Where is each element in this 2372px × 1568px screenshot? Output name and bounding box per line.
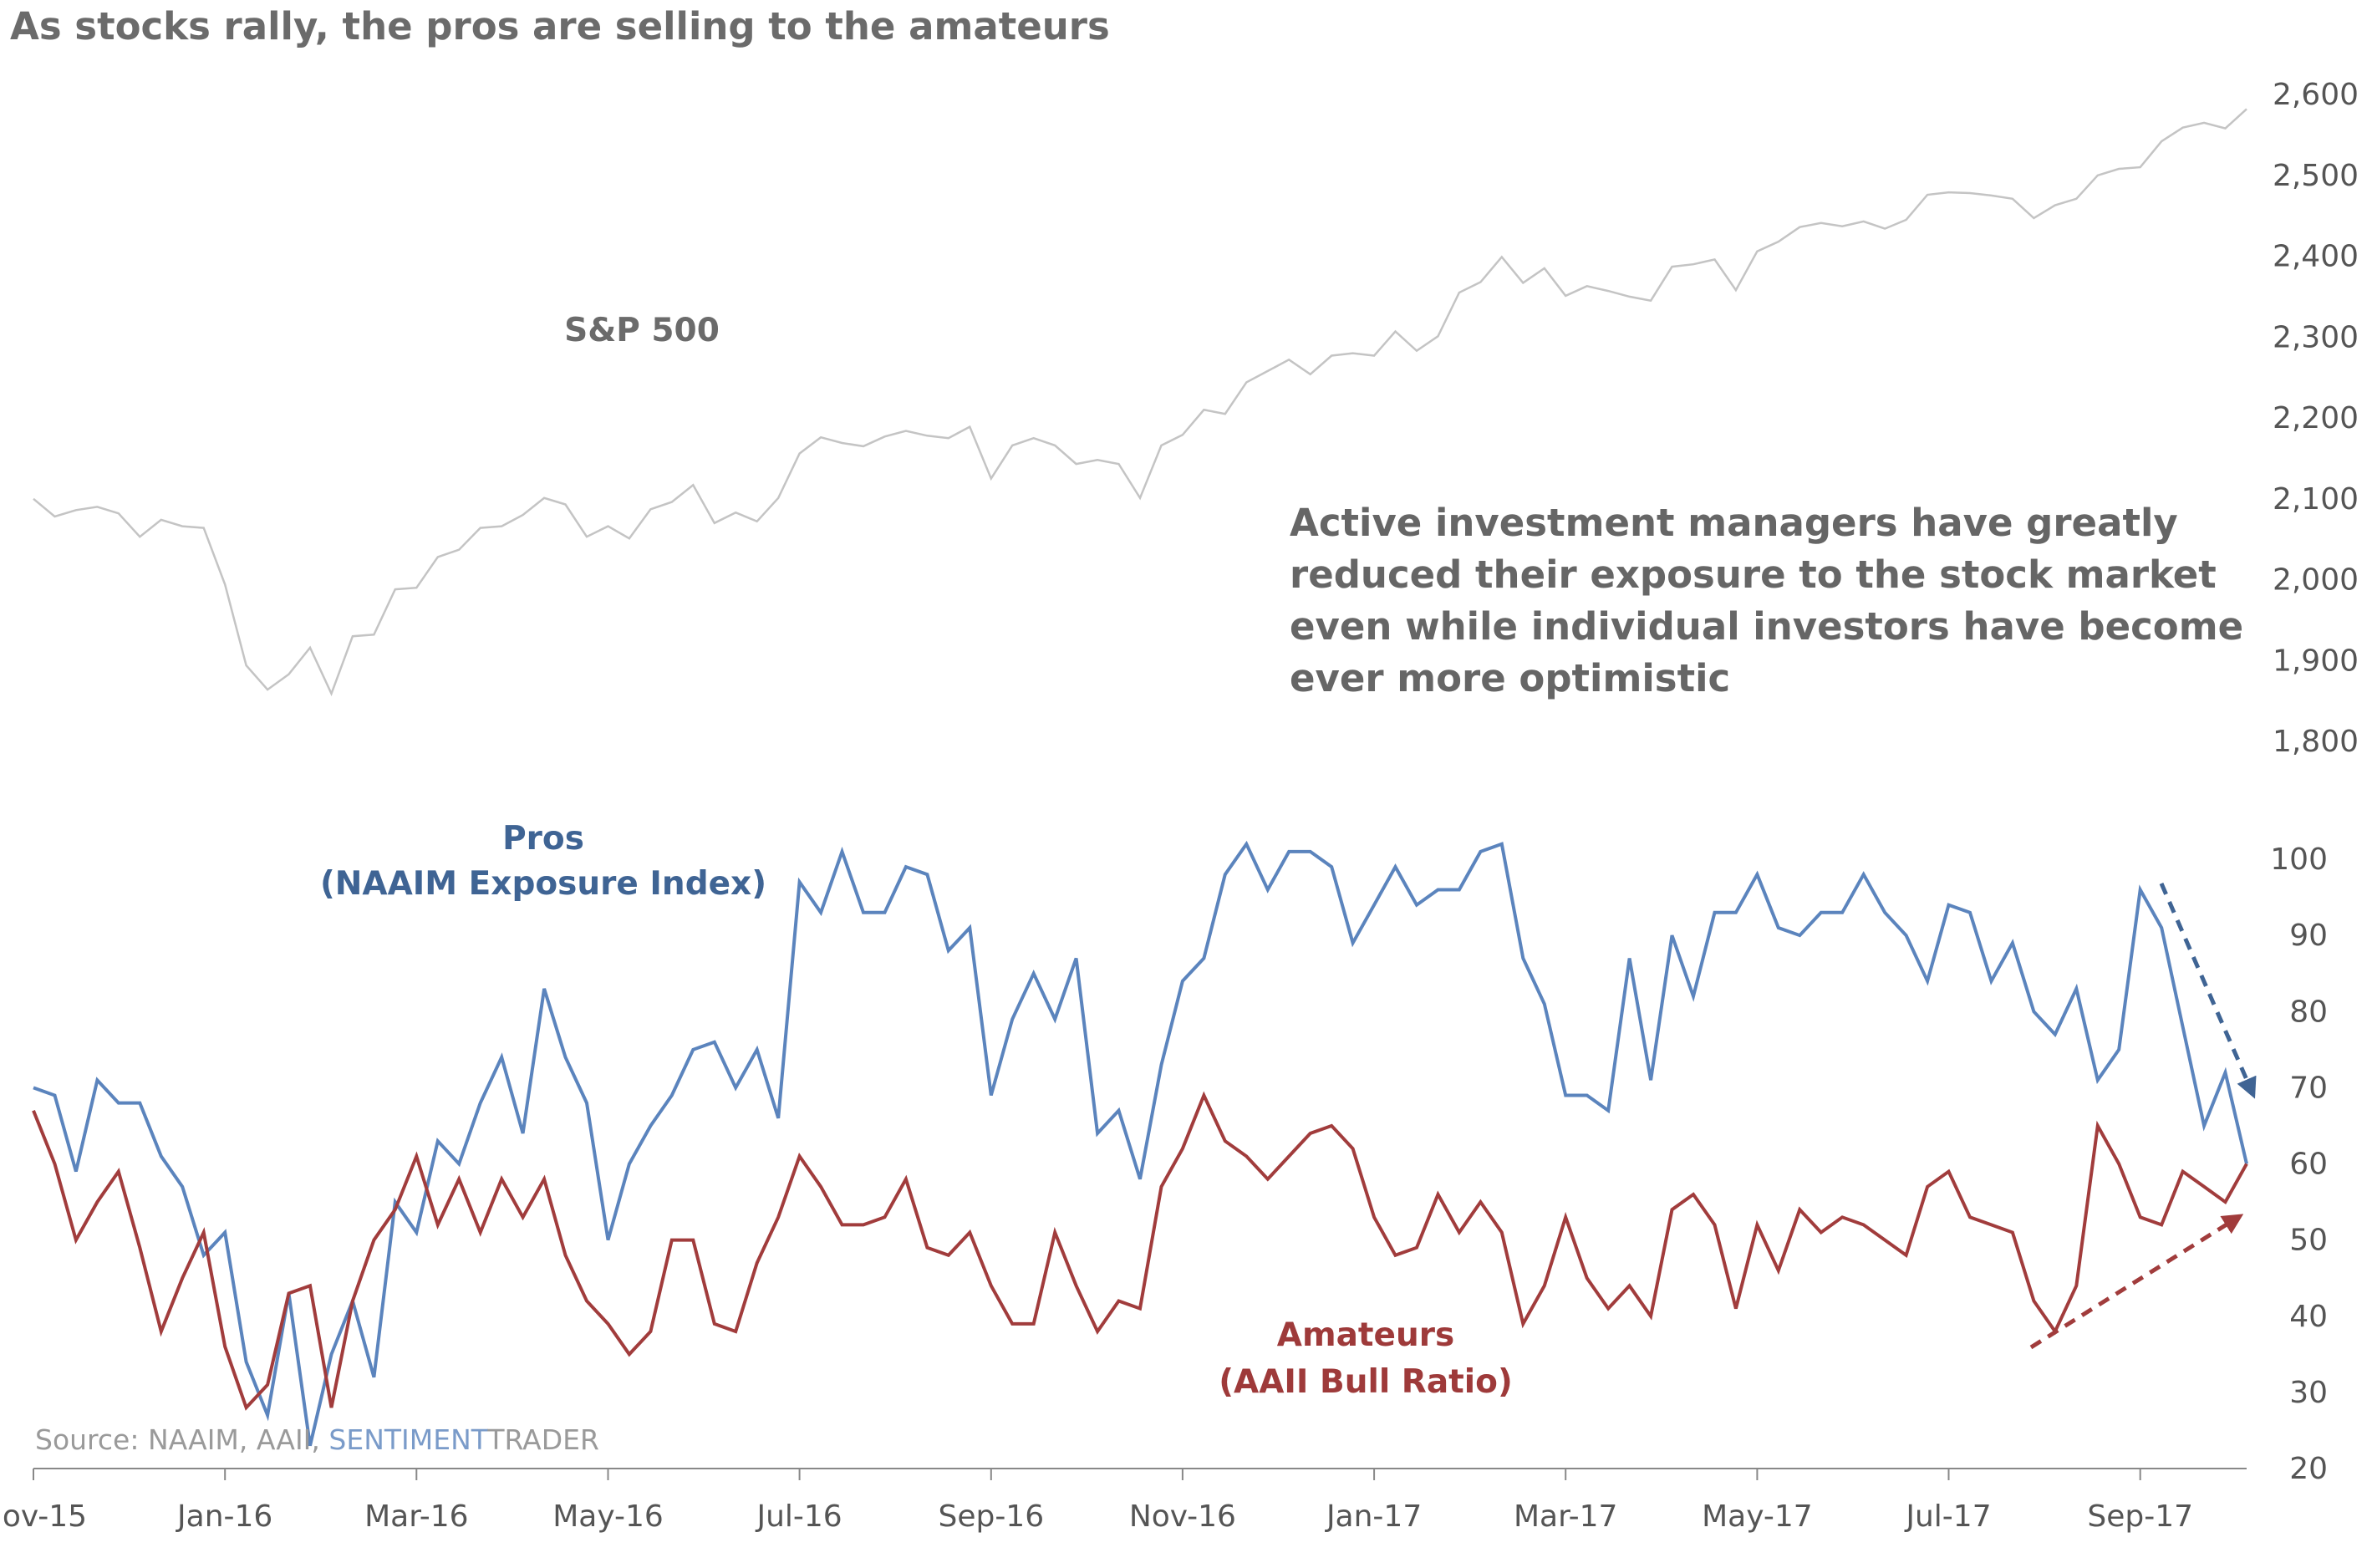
x-tick-label: Mar-16 — [364, 1499, 468, 1534]
sp500-y-tick-label: 2,500 — [2273, 159, 2359, 193]
sentiment-y-tick-label: 90 — [2289, 919, 2328, 953]
sp500-y-tick-label: 2,400 — [2273, 240, 2359, 274]
sentiment-y-tick-label: 60 — [2289, 1148, 2328, 1182]
sentiment-panel: 100 90 80 70 60 50 40 30 20 Pros (NAAIM Exposure… — [0, 820, 2328, 1534]
source-brand-sentiment: SENTIMENT — [328, 1423, 488, 1456]
sp500-y-axis: 2,600 2,500 2,400 2,300 2,200 2,100 2,000 1,900… — [2273, 78, 2359, 759]
source-brand-trader: TRADER — [486, 1423, 599, 1456]
x-tick-label: Nov-16 — [1129, 1499, 1236, 1534]
source-prefix: Source: NAAIM, AAII, — [35, 1423, 328, 1456]
sentiment-y-tick-label: 30 — [2289, 1376, 2328, 1410]
sentiment-y-tick-label: 70 — [2289, 1071, 2328, 1105]
pros-series-line — [33, 840, 2248, 1447]
amateurs-series-line — [32, 1091, 2248, 1411]
amateurs-trend-arrow — [2029, 1214, 2244, 1350]
x-tick-label: Jan-17 — [1325, 1499, 1422, 1534]
x-tick-label: Jan-16 — [176, 1499, 272, 1534]
sp500-panel: 2,600 2,500 2,400 2,300 2,200 2,100 2,000 1,900… — [33, 78, 2359, 759]
pros-series-label: Pros — [502, 820, 584, 858]
x-tick-label: May-17 — [1702, 1499, 1813, 1534]
x-tick-label: Jul-16 — [755, 1499, 842, 1534]
sentiment-y-tick-label: 80 — [2289, 995, 2328, 1029]
sp500-y-tick-label: 2,300 — [2273, 320, 2359, 354]
annotation-line-3: even while individual investors have bec… — [1290, 604, 2243, 649]
pros-trend-arrow — [2159, 883, 2257, 1099]
sp500-series-line — [33, 108, 2247, 697]
sentiment-y-tick-label: 20 — [2289, 1452, 2328, 1486]
annotation-line-1: Active investment managers have greatly — [1290, 501, 2178, 545]
amateurs-series-label: Amateurs — [1277, 1316, 1454, 1354]
pros-series-sublabel: (NAAIM Exposure Index) — [320, 865, 766, 903]
amateurs-series-sublabel: (AAII Bull Ratio) — [1219, 1363, 1513, 1401]
x-tick-label: Sep-17 — [2087, 1499, 2193, 1534]
x-tick-label: Sep-16 — [938, 1499, 1044, 1534]
chart-title: As stocks rally, the pros are selling to… — [10, 4, 1110, 48]
sentiment-y-tick-label: 50 — [2289, 1224, 2328, 1258]
x-tick-label: Nov-15 — [0, 1499, 87, 1534]
x-axis: Nov-15 Jan-16 Mar-16 May-16 Jul-16 Sep-16 Nov-… — [0, 1469, 2193, 1534]
annotation-line-4: ever more optimistic — [1290, 656, 1730, 700]
sp500-y-tick-label: 2,000 — [2273, 563, 2359, 598]
sp500-y-tick-label: 1,800 — [2273, 725, 2359, 759]
x-tick-label: Jul-17 — [1904, 1499, 1991, 1534]
x-tick-label: May-16 — [552, 1499, 664, 1534]
sentiment-annotation: Active investment managers have greatly … — [1290, 501, 2243, 700]
source-note: Source: NAAIM, AAII, SENTIMENTTRADER — [35, 1423, 599, 1456]
sp500-y-tick-label: 2,100 — [2273, 482, 2359, 517]
sp500-y-tick-label: 2,200 — [2273, 401, 2359, 435]
sentiment-y-tick-label: 40 — [2289, 1300, 2328, 1334]
sentiment-y-tick-label: 100 — [2270, 843, 2328, 877]
x-tick-label: Mar-17 — [1514, 1499, 1617, 1534]
annotation-line-2: reduced their exposure to the stock mark… — [1290, 552, 2217, 597]
sp500-series-label: S&P 500 — [564, 312, 720, 349]
sp500-y-tick-label: 1,900 — [2273, 644, 2359, 678]
sentiment-y-axis: 100 90 80 70 60 50 40 30 20 — [2270, 843, 2328, 1486]
sp500-y-tick-label: 2,600 — [2273, 78, 2359, 112]
